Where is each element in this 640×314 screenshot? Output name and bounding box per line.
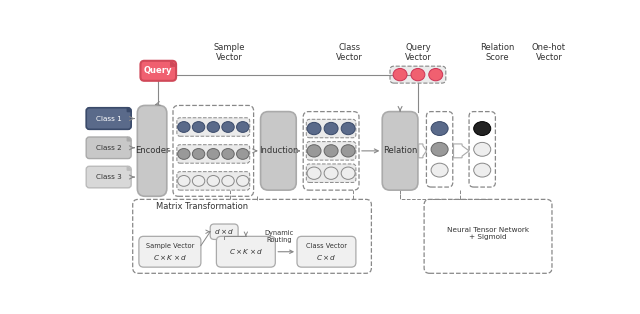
FancyBboxPatch shape [86, 137, 131, 159]
Ellipse shape [222, 176, 234, 186]
Text: Class 2: Class 2 [96, 145, 122, 151]
FancyBboxPatch shape [390, 66, 446, 83]
Ellipse shape [207, 149, 220, 159]
Text: One-hot
Vector: One-hot Vector [532, 43, 566, 62]
Ellipse shape [324, 122, 338, 135]
Text: $d \times d$: $d \times d$ [214, 227, 234, 236]
Ellipse shape [222, 122, 234, 133]
Ellipse shape [429, 68, 443, 81]
Ellipse shape [431, 163, 448, 177]
Text: Class 3: Class 3 [96, 174, 122, 180]
FancyBboxPatch shape [140, 61, 176, 81]
Polygon shape [127, 108, 131, 111]
Ellipse shape [193, 176, 205, 186]
Text: Class Vector: Class Vector [306, 243, 347, 249]
Polygon shape [171, 61, 176, 66]
Text: Class
Vector: Class Vector [336, 43, 363, 62]
Ellipse shape [474, 122, 491, 135]
Text: Class 1: Class 1 [96, 116, 122, 122]
FancyArrow shape [454, 144, 469, 158]
Text: Matrix Transformation: Matrix Transformation [156, 203, 248, 211]
FancyBboxPatch shape [382, 111, 418, 190]
FancyBboxPatch shape [177, 172, 250, 190]
Text: Sample
Vector: Sample Vector [214, 43, 245, 62]
Text: Relation: Relation [383, 146, 417, 155]
FancyBboxPatch shape [177, 118, 250, 136]
FancyBboxPatch shape [139, 236, 201, 267]
Ellipse shape [237, 122, 249, 133]
Polygon shape [127, 137, 131, 141]
Text: Relation
Score: Relation Score [480, 43, 514, 62]
Text: $C \times K \times d$: $C \times K \times d$ [153, 253, 187, 263]
FancyBboxPatch shape [307, 164, 356, 182]
FancyBboxPatch shape [86, 166, 131, 188]
FancyBboxPatch shape [210, 224, 238, 239]
Polygon shape [127, 166, 131, 170]
FancyBboxPatch shape [260, 111, 296, 190]
Ellipse shape [474, 143, 491, 156]
Ellipse shape [474, 163, 491, 177]
Ellipse shape [178, 149, 190, 159]
Text: Induction: Induction [259, 146, 298, 155]
Ellipse shape [431, 122, 448, 135]
Text: Dynamic
Routing: Dynamic Routing [264, 230, 294, 243]
Ellipse shape [237, 149, 249, 159]
Ellipse shape [178, 122, 190, 133]
Ellipse shape [207, 122, 220, 133]
Ellipse shape [393, 68, 407, 81]
FancyBboxPatch shape [216, 236, 275, 267]
Ellipse shape [341, 167, 355, 179]
Ellipse shape [193, 149, 205, 159]
Text: Query: Query [144, 66, 173, 75]
FancyBboxPatch shape [307, 119, 356, 138]
Ellipse shape [341, 122, 355, 135]
Text: Encoder: Encoder [135, 146, 170, 155]
FancyBboxPatch shape [307, 142, 356, 160]
Text: Sample Vector: Sample Vector [146, 243, 194, 249]
Ellipse shape [411, 68, 425, 81]
Ellipse shape [307, 122, 321, 135]
FancyBboxPatch shape [138, 106, 167, 196]
Text: Neural Tensor Network
+ Sigmoid: Neural Tensor Network + Sigmoid [447, 227, 529, 240]
Ellipse shape [193, 122, 205, 133]
Ellipse shape [207, 176, 220, 186]
Ellipse shape [178, 176, 190, 186]
Ellipse shape [307, 167, 321, 179]
Ellipse shape [237, 176, 249, 186]
Ellipse shape [307, 145, 321, 157]
FancyBboxPatch shape [297, 236, 356, 267]
FancyBboxPatch shape [177, 145, 250, 163]
Text: $C \times K \times d$: $C \times K \times d$ [228, 247, 263, 256]
Text: $C \times d$: $C \times d$ [316, 253, 337, 263]
Text: Query
Vector: Query Vector [404, 43, 431, 62]
Ellipse shape [324, 167, 338, 179]
FancyArrow shape [419, 144, 426, 158]
Ellipse shape [431, 143, 448, 156]
Ellipse shape [222, 149, 234, 159]
Ellipse shape [341, 145, 355, 157]
Ellipse shape [324, 145, 338, 157]
FancyBboxPatch shape [86, 108, 131, 129]
